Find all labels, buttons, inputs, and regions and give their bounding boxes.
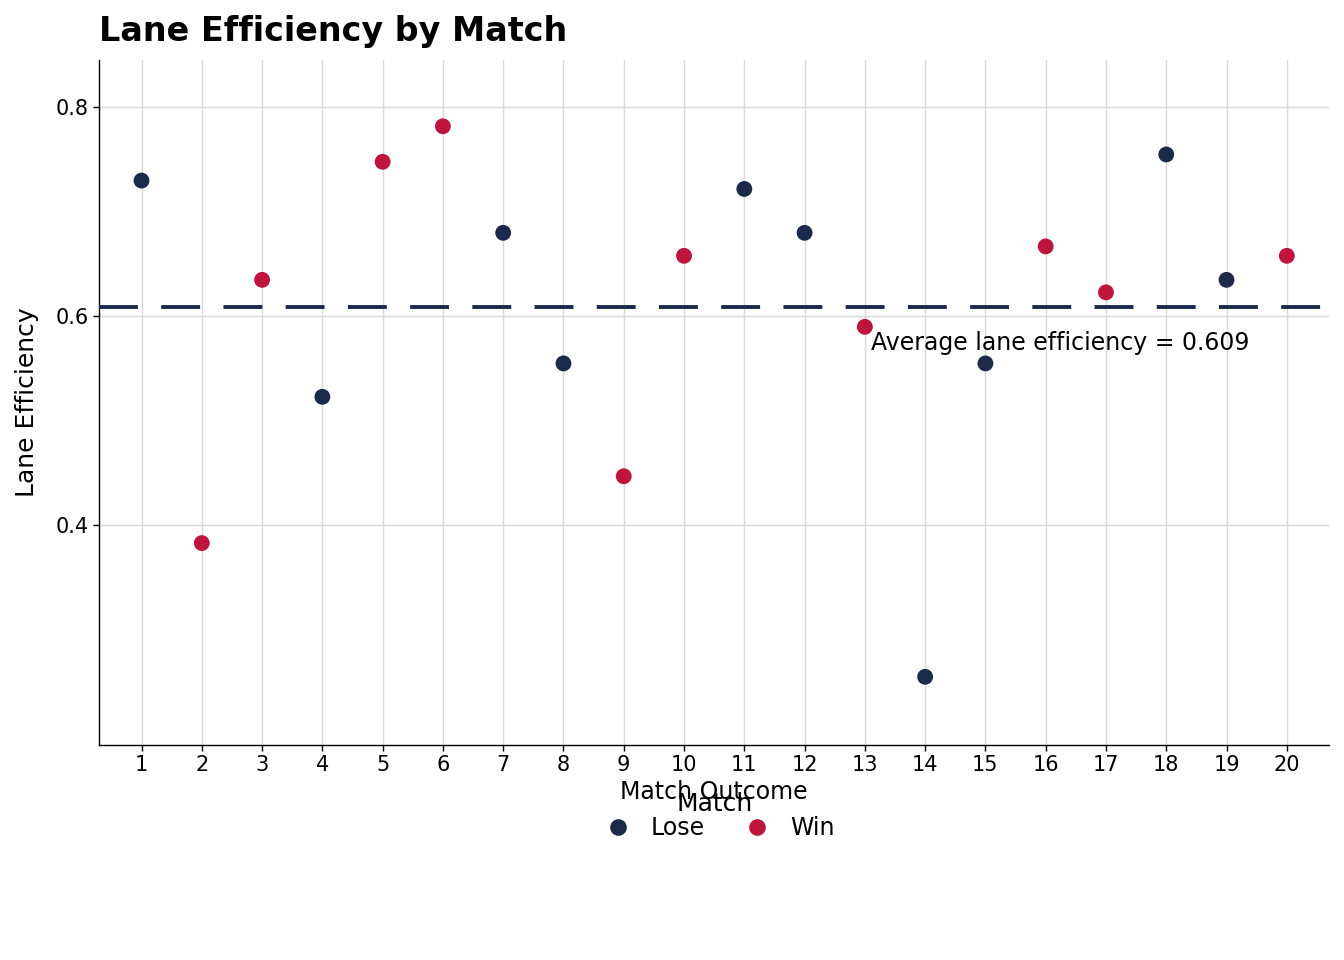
Legend: Lose, Win: Lose, Win	[585, 771, 844, 850]
Point	[1275, 248, 1297, 263]
Y-axis label: Lane Efficiency: Lane Efficiency	[15, 308, 39, 497]
Point	[974, 356, 996, 372]
Point	[794, 226, 816, 241]
Point	[1216, 272, 1238, 287]
Point	[914, 669, 935, 684]
Point	[734, 181, 755, 197]
Text: Average lane efficiency = 0.609: Average lane efficiency = 0.609	[871, 330, 1250, 354]
Point	[1095, 285, 1117, 300]
Point	[1156, 147, 1177, 162]
Point	[1035, 239, 1056, 254]
Point	[613, 468, 634, 484]
Point	[312, 389, 333, 404]
Point	[853, 319, 875, 334]
Point	[433, 119, 454, 134]
Point	[492, 226, 513, 241]
Point	[673, 248, 695, 263]
Point	[372, 155, 394, 170]
Point	[552, 356, 574, 372]
Text: Lane Efficiency by Match: Lane Efficiency by Match	[99, 15, 567, 48]
X-axis label: Match: Match	[676, 792, 753, 816]
Point	[130, 173, 152, 188]
Point	[251, 272, 273, 287]
Point	[191, 536, 212, 551]
